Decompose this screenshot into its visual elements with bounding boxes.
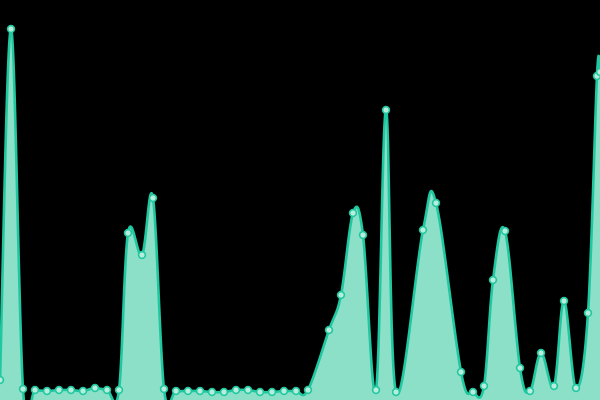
data-point-marker: [381, 105, 391, 115]
data-point-marker: [348, 208, 358, 218]
data-point-marker: [0, 375, 5, 385]
data-point-marker: [468, 387, 478, 397]
data-point-marker: [219, 387, 229, 397]
data-point-marker: [371, 385, 381, 395]
data-point-marker: [456, 367, 466, 377]
data-point-marker: [418, 225, 428, 235]
data-point-marker: [279, 386, 289, 396]
data-point-marker: [479, 381, 489, 391]
data-point-marker: [500, 226, 510, 236]
data-point-marker: [431, 198, 441, 208]
data-point-marker: [78, 386, 88, 396]
data-point-marker: [159, 384, 169, 394]
data-point-marker: [336, 290, 346, 300]
data-point-marker: [171, 386, 181, 396]
data-point-marker: [595, 67, 600, 77]
data-point-marker: [536, 348, 546, 358]
data-point-marker: [559, 296, 569, 306]
data-point-marker: [18, 384, 28, 394]
data-point-marker: [195, 386, 205, 396]
data-point-marker: [42, 386, 52, 396]
data-point-marker: [123, 228, 133, 238]
data-point-marker: [90, 383, 100, 393]
data-point-marker: [207, 387, 217, 397]
data-point-marker: [66, 385, 76, 395]
data-point-marker: [255, 387, 265, 397]
series-1-group: [0, 24, 600, 400]
data-point-marker: [549, 381, 559, 391]
data-point-marker: [54, 385, 64, 395]
series-1-markers: [0, 24, 600, 397]
data-point-marker: [488, 275, 498, 285]
data-point-marker: [571, 383, 581, 393]
data-point-marker: [303, 385, 313, 395]
data-point-marker: [583, 308, 593, 318]
data-point-marker: [243, 385, 253, 395]
data-point-marker: [231, 385, 241, 395]
data-point-marker: [358, 230, 368, 240]
data-point-marker: [267, 387, 277, 397]
data-point-marker: [525, 386, 535, 396]
data-point-marker: [391, 387, 401, 397]
data-point-marker: [291, 386, 301, 396]
data-point-marker: [30, 385, 40, 395]
data-point-marker: [148, 193, 158, 203]
data-point-marker: [102, 385, 112, 395]
data-point-marker: [324, 325, 334, 335]
data-point-marker: [183, 386, 193, 396]
data-point-marker: [6, 24, 16, 34]
data-point-marker: [515, 363, 525, 373]
series-1-area-fill: [0, 28, 600, 400]
data-point-marker: [137, 250, 147, 260]
data-point-marker: [114, 385, 124, 395]
